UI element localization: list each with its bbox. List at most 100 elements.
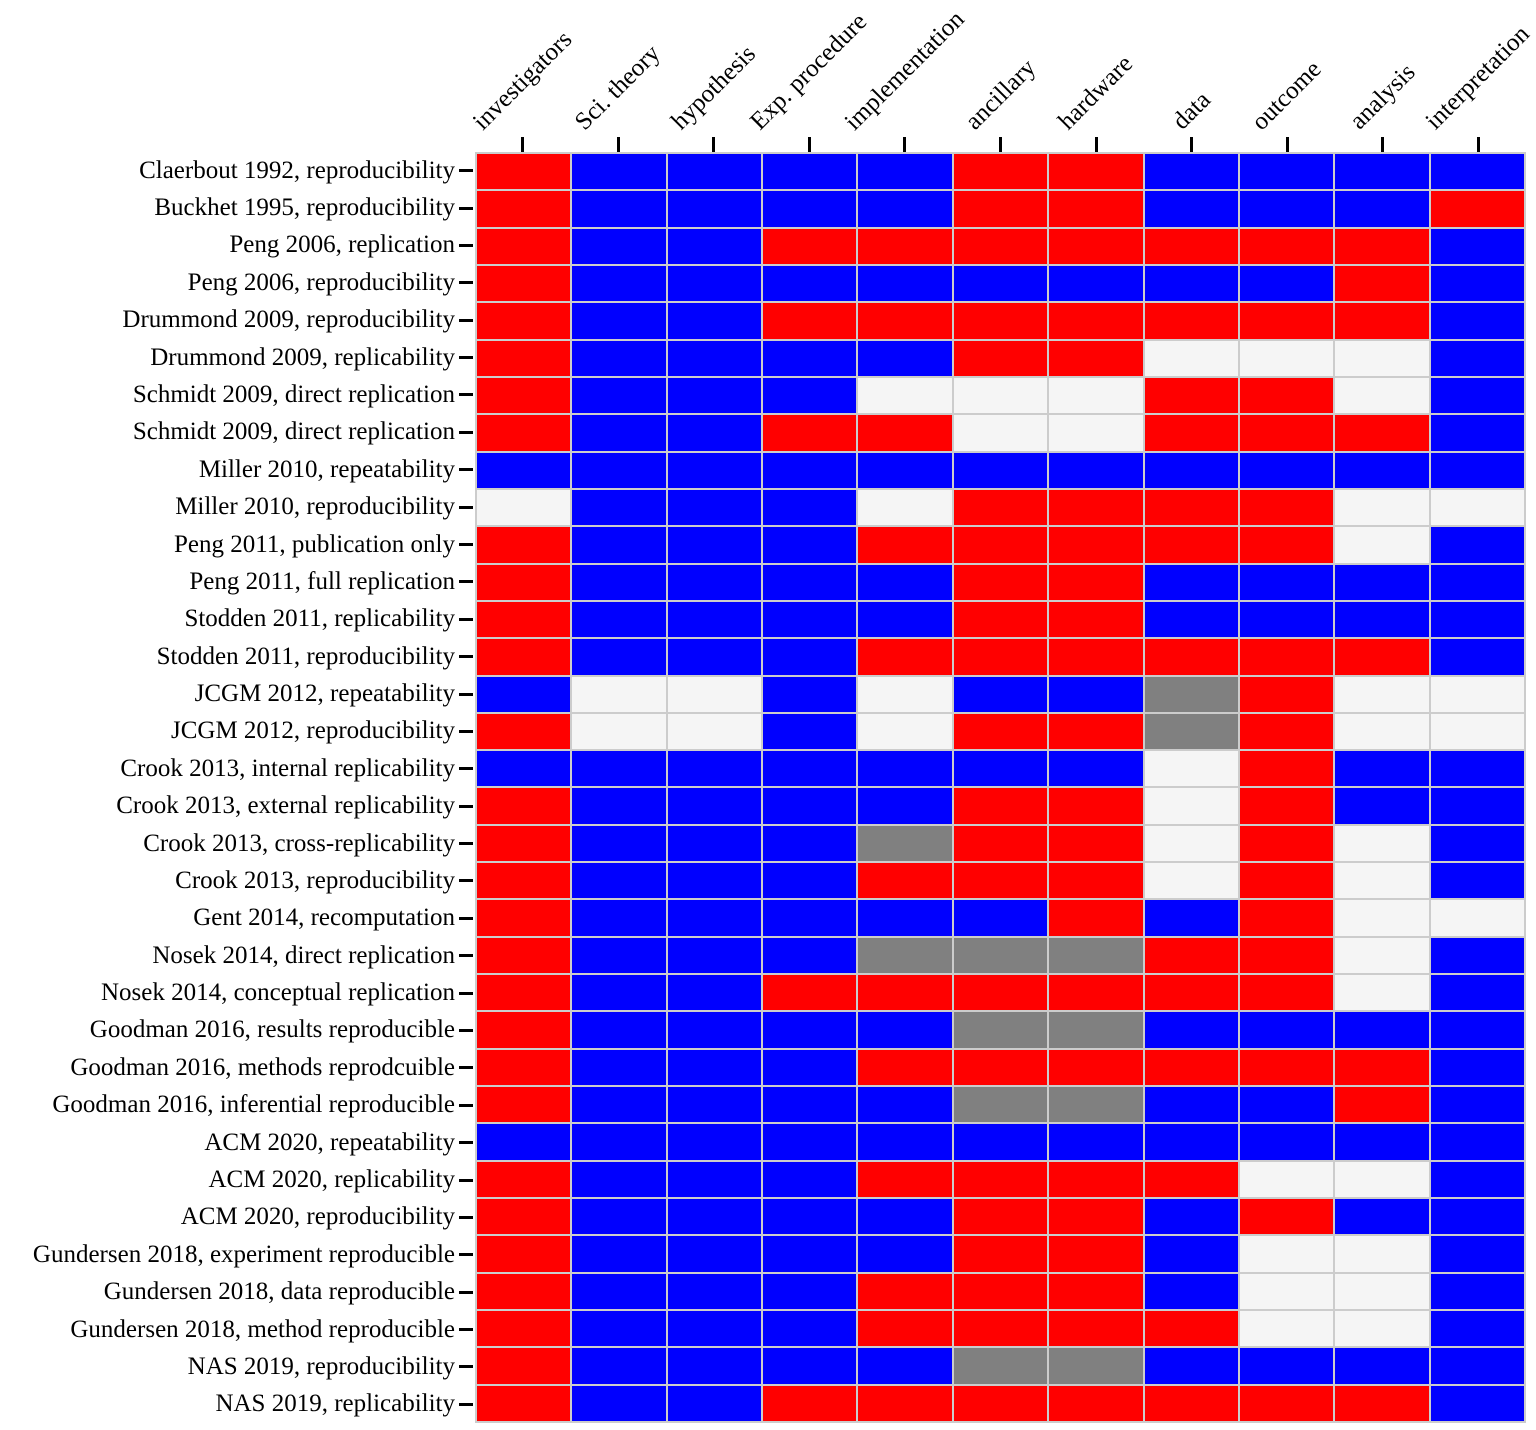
y-tick-mark <box>459 430 473 434</box>
heatmap-cell <box>1049 825 1143 862</box>
heatmap-cell <box>1144 1087 1238 1123</box>
heatmap-cell <box>572 825 666 862</box>
heatmap-cell <box>1239 937 1334 974</box>
heatmap-cell <box>1430 713 1524 750</box>
x-tick-mark <box>1094 137 1098 152</box>
heatmap-grid <box>475 152 1526 1423</box>
heatmap-cell <box>477 1124 571 1160</box>
y-tick-label: Gundersen 2018, method reproducible <box>70 1315 455 1343</box>
heatmap-cell <box>1335 863 1429 899</box>
heatmap-cell <box>858 900 952 936</box>
heatmap-cell <box>763 340 857 376</box>
heatmap-cell <box>572 1012 666 1048</box>
y-tick-mark <box>459 281 473 285</box>
heatmap-cell <box>1239 564 1334 600</box>
heatmap-cell <box>858 1348 952 1384</box>
y-tick-mark <box>459 692 473 696</box>
heatmap-cell <box>763 1273 857 1310</box>
y-tick-label: Peng 2006, reproducibility <box>187 268 455 296</box>
y-tick-label: Crook 2013, reproducibility <box>175 866 455 894</box>
heatmap-cell <box>1144 154 1238 190</box>
heatmap-cell <box>1335 564 1429 600</box>
heatmap-cell <box>1335 1236 1429 1272</box>
heatmap-cell <box>667 1311 762 1347</box>
heatmap-cell <box>572 1311 666 1347</box>
heatmap-cell <box>477 527 571 563</box>
heatmap-cell <box>667 788 762 824</box>
heatmap-cell <box>763 1311 857 1347</box>
heatmap-cell <box>1335 937 1429 974</box>
heatmap-cell <box>572 1199 666 1235</box>
heatmap-cell <box>1144 340 1238 376</box>
heatmap-cell <box>953 452 1048 488</box>
heatmap-cell <box>858 564 952 600</box>
heatmap-cell <box>1049 900 1143 936</box>
heatmap-cell <box>858 154 952 190</box>
heatmap-cell <box>953 751 1048 787</box>
heatmap-cell <box>1144 825 1238 862</box>
heatmap-cell <box>1144 1049 1238 1086</box>
heatmap-cell <box>667 564 762 600</box>
heatmap-cell <box>477 1273 571 1310</box>
heatmap-cell <box>1049 975 1143 1011</box>
heatmap-cell <box>1049 713 1143 750</box>
heatmap-cell <box>763 1236 857 1272</box>
heatmap-cell <box>953 303 1048 339</box>
y-tick-label: ACM 2020, repeatability <box>204 1128 455 1156</box>
heatmap-cell <box>858 863 952 899</box>
heatmap-cell <box>1049 788 1143 824</box>
y-tick-mark <box>459 991 473 995</box>
heatmap-cell <box>667 452 762 488</box>
heatmap-cell <box>1430 1087 1524 1123</box>
heatmap-cell <box>1239 452 1334 488</box>
heatmap-cell <box>1049 340 1143 376</box>
heatmap-cell <box>858 527 952 563</box>
heatmap-cell <box>763 415 857 451</box>
y-tick-mark <box>459 1066 473 1070</box>
heatmap-cell <box>1144 415 1238 451</box>
heatmap-cell <box>667 415 762 451</box>
heatmap-cell <box>572 975 666 1011</box>
heatmap-cell <box>1144 751 1238 787</box>
heatmap-cell <box>667 1087 762 1123</box>
heatmap-cell <box>1430 1049 1524 1086</box>
heatmap-cell <box>953 228 1048 264</box>
heatmap-cell <box>953 601 1048 638</box>
heatmap-cell <box>1239 265 1334 302</box>
y-tick-label: Nosek 2014, conceptual replication <box>100 979 455 1007</box>
heatmap-cell <box>1335 1199 1429 1235</box>
heatmap-cell <box>1239 377 1334 414</box>
heatmap-cell <box>1335 527 1429 563</box>
heatmap-cell <box>953 1199 1048 1235</box>
heatmap-cell <box>953 825 1048 862</box>
heatmap-cell <box>953 1161 1048 1198</box>
heatmap-cell <box>1144 676 1238 712</box>
heatmap-cell <box>572 191 666 227</box>
heatmap-cell <box>1049 154 1143 190</box>
heatmap-cell <box>858 489 952 526</box>
heatmap-cell <box>1430 1311 1524 1347</box>
heatmap-cell <box>1144 1012 1238 1048</box>
heatmap-cell <box>1335 265 1429 302</box>
heatmap-cell <box>953 1236 1048 1272</box>
y-tick-label: Claerbout 1992, reproducibility <box>139 156 455 184</box>
heatmap-cell <box>953 1385 1048 1421</box>
heatmap-cell <box>1049 1273 1143 1310</box>
y-tick-label: Miller 2010, repeatability <box>198 455 455 483</box>
heatmap-cell <box>858 1012 952 1048</box>
heatmap-cell <box>1144 527 1238 563</box>
heatmap-cell <box>1239 713 1334 750</box>
x-tick-label: outcome <box>1246 55 1327 136</box>
y-tick-mark <box>459 543 473 546</box>
heatmap-cell <box>763 1385 857 1421</box>
heatmap-cell <box>1049 639 1143 675</box>
heatmap-cell <box>1335 377 1429 414</box>
heatmap-cell <box>953 1012 1048 1048</box>
heatmap-cell <box>572 639 666 675</box>
heatmap-cell <box>1430 601 1524 638</box>
heatmap-cell <box>953 975 1048 1011</box>
heatmap-cell <box>1430 191 1524 227</box>
heatmap-cell <box>1144 713 1238 750</box>
x-tick-mark <box>1285 137 1289 152</box>
heatmap-cell <box>572 489 666 526</box>
